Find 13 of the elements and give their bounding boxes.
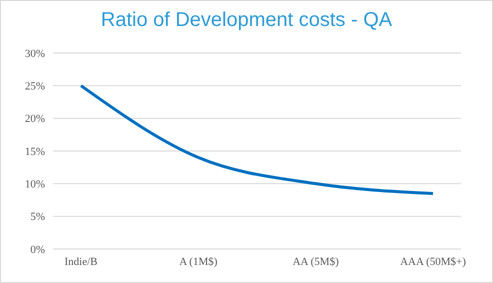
y-tick-label: 25% <box>24 80 45 93</box>
y-tick-label: 5% <box>30 211 45 224</box>
y-tick-label: 10% <box>24 178 45 191</box>
x-tick-label: AA (5M$) <box>292 256 340 268</box>
x-tick-label: AAA (50M$+) <box>400 256 466 268</box>
y-tick-label: 30% <box>24 48 45 60</box>
x-tick-label: Indie/B <box>64 256 98 268</box>
y-tick-label: 0% <box>30 244 45 256</box>
x-tick-label: A (1M$) <box>179 256 218 268</box>
chart-title: Ratio of Development costs - QA <box>100 8 394 33</box>
y-tick-label: 15% <box>24 146 45 158</box>
y-tick-label: 20% <box>24 113 45 126</box>
line-series <box>80 84 434 195</box>
